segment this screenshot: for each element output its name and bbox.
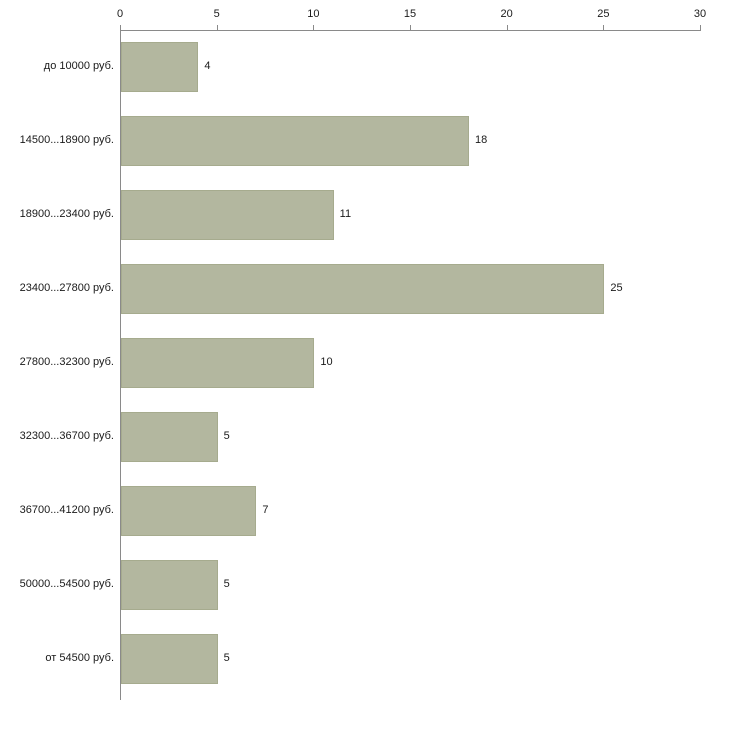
bar	[121, 634, 218, 684]
bar	[121, 412, 218, 462]
x-tick-mark	[410, 25, 411, 30]
bar-row: 36700...41200 руб. 7	[0, 474, 730, 548]
x-axis-ticks: 0 5 10 15 20 25 30	[116, 0, 706, 30]
x-tick-label: 25	[597, 8, 610, 20]
value-label: 5	[223, 652, 230, 664]
category-label: от 54500 руб.	[45, 652, 114, 664]
value-label: 5	[223, 430, 230, 442]
bar	[121, 190, 334, 240]
bar	[121, 338, 315, 388]
category-label: 36700...41200 руб.	[19, 504, 114, 516]
bar	[121, 264, 605, 314]
value-label: 4	[204, 60, 211, 72]
x-tick-mark	[506, 25, 508, 30]
category-label: 50000...54500 руб.	[19, 578, 114, 590]
value-label: 7	[262, 504, 269, 516]
bar	[121, 486, 257, 536]
value-label: 11	[339, 208, 352, 220]
x-tick-mark	[120, 25, 121, 30]
x-tick-mark	[313, 25, 315, 30]
value-label: 5	[223, 578, 230, 590]
category-label: 32300...36700 руб.	[19, 430, 114, 442]
x-axis-line	[120, 30, 701, 31]
category-label: 23400...27800 руб.	[19, 282, 114, 294]
category-label: 27800...32300 руб.	[19, 356, 114, 368]
bar-row: 23400...27800 руб. 25	[0, 252, 730, 326]
bar	[121, 560, 218, 610]
value-label: 10	[320, 356, 333, 368]
bar	[121, 116, 469, 166]
x-tick-mark	[216, 25, 218, 30]
x-tick-label: 5	[213, 8, 220, 20]
bar-row: 14500...18900 руб. 18	[0, 104, 730, 178]
bar-row: 18900...23400 руб. 11	[0, 178, 730, 252]
bar-row: 32300...36700 руб. 5	[0, 400, 730, 474]
bar-row: от 54500 руб. 5	[0, 622, 730, 696]
bar-row: 50000...54500 руб. 5	[0, 548, 730, 622]
x-tick-label: 10	[307, 8, 320, 20]
value-label: 25	[610, 282, 623, 294]
category-label: до 10000 руб.	[43, 60, 114, 72]
x-tick-label: 30	[693, 8, 707, 20]
x-tick-label: 20	[500, 8, 513, 20]
x-tick-label: 0	[116, 8, 124, 20]
value-label: 18	[475, 134, 488, 146]
x-tick-label: 15	[403, 8, 417, 20]
category-label: 18900...23400 руб.	[19, 208, 114, 220]
category-label: 14500...18900 руб.	[19, 134, 114, 146]
bar-row: 27800...32300 руб. 10	[0, 326, 730, 400]
bar-row: до 10000 руб. 4	[0, 30, 730, 104]
x-tick-mark	[700, 25, 701, 30]
y-axis-line	[120, 30, 121, 700]
bar	[121, 42, 199, 92]
x-tick-mark	[603, 25, 605, 30]
